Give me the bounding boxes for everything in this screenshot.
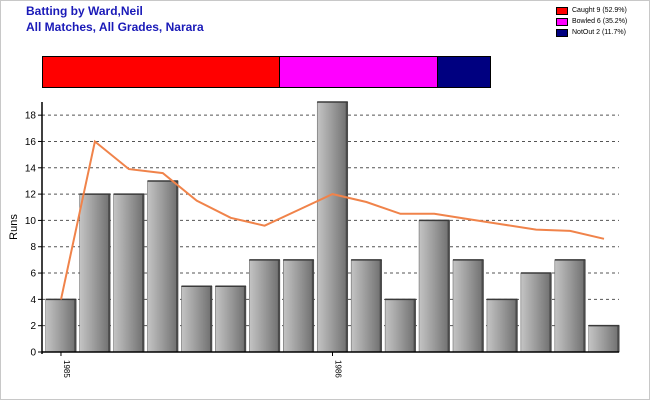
y-tick-label-16: 16 — [25, 137, 37, 148]
legend-item-bowled: Bowled 6 (35.2%) — [556, 16, 627, 27]
bar-shadow-6 — [277, 259, 280, 352]
bar-0 — [45, 299, 77, 353]
bar-13 — [486, 299, 518, 353]
legend-swatch-caught — [556, 6, 568, 15]
bar-shadow-13 — [515, 299, 518, 352]
ratio-segment-caught — [43, 57, 280, 87]
bar-1 — [79, 193, 111, 353]
bar-shadow-14 — [549, 273, 552, 352]
y-axis-title: Runs — [8, 214, 20, 240]
bar-5 — [215, 285, 247, 353]
x-tick-label-1985: 1985 — [62, 360, 71, 378]
ratio-segment-notout — [437, 57, 490, 87]
legend-swatch-bowled — [556, 17, 568, 26]
legend-label-bowled: Bowled 6 (35.2%) — [572, 18, 628, 25]
bar-16 — [588, 325, 620, 353]
bar-12 — [452, 259, 484, 353]
y-tick-label-0: 0 — [30, 348, 36, 359]
y-tick-label-14: 14 — [25, 163, 37, 174]
bar-15 — [554, 259, 586, 353]
chart-title: Batting by Ward,Neil — [26, 4, 143, 18]
bar-8 — [316, 101, 349, 353]
y-tick-label-8: 8 — [30, 242, 36, 253]
y-tick-label-4: 4 — [30, 295, 36, 306]
legend-item-caught: Caught 9 (52.9%) — [556, 5, 627, 16]
bar-shadow-10 — [413, 299, 416, 352]
y-tick-label-12: 12 — [25, 190, 37, 201]
bar-shadow-15 — [583, 259, 586, 352]
bar-6 — [249, 259, 281, 353]
bar-shadow-2 — [142, 194, 145, 352]
y-tick-label-10: 10 — [25, 216, 37, 227]
bar-10 — [384, 299, 416, 353]
bar-2 — [113, 193, 145, 353]
bar-shadow-12 — [481, 259, 484, 352]
y-tick-label-6: 6 — [30, 269, 36, 280]
legend: Caught 9 (52.9%) Bowled 6 (35.2%) NotOut… — [556, 5, 627, 38]
legend-label-notout: NotOut 2 (11.7%) — [572, 29, 626, 36]
bar-shadow-0 — [74, 299, 77, 352]
bar-shadow-3 — [176, 180, 179, 352]
dismissal-ratio-bar — [42, 56, 491, 88]
legend-label-caught: Caught 9 (52.9%) — [572, 7, 627, 14]
x-tick-label-1986: 1986 — [334, 360, 343, 378]
bar-shadow-11 — [447, 220, 450, 352]
bar-4 — [181, 285, 213, 353]
legend-item-notout: NotOut 2 (11.7%) — [556, 27, 627, 38]
bar-shadow-8 — [345, 102, 348, 352]
ratio-segment-bowled — [279, 57, 438, 87]
chart-subtitle: All Matches, All Grades, Narara — [26, 20, 204, 34]
bar-9 — [350, 259, 382, 353]
y-tick-label-2: 2 — [30, 321, 36, 332]
legend-swatch-notout — [556, 28, 568, 37]
bar-shadow-1 — [108, 194, 111, 352]
bar-7 — [283, 259, 315, 353]
bar-shadow-4 — [210, 286, 213, 352]
average-line — [60, 139, 605, 300]
bar-14 — [520, 272, 552, 353]
bar-3 — [147, 180, 179, 353]
y-tick-label-18: 18 — [25, 111, 37, 122]
bar-shadow-16 — [617, 325, 620, 352]
bar-shadow-7 — [311, 259, 314, 352]
bar-11 — [418, 220, 450, 353]
bar-shadow-9 — [379, 259, 382, 352]
bar-shadow-5 — [243, 286, 246, 352]
